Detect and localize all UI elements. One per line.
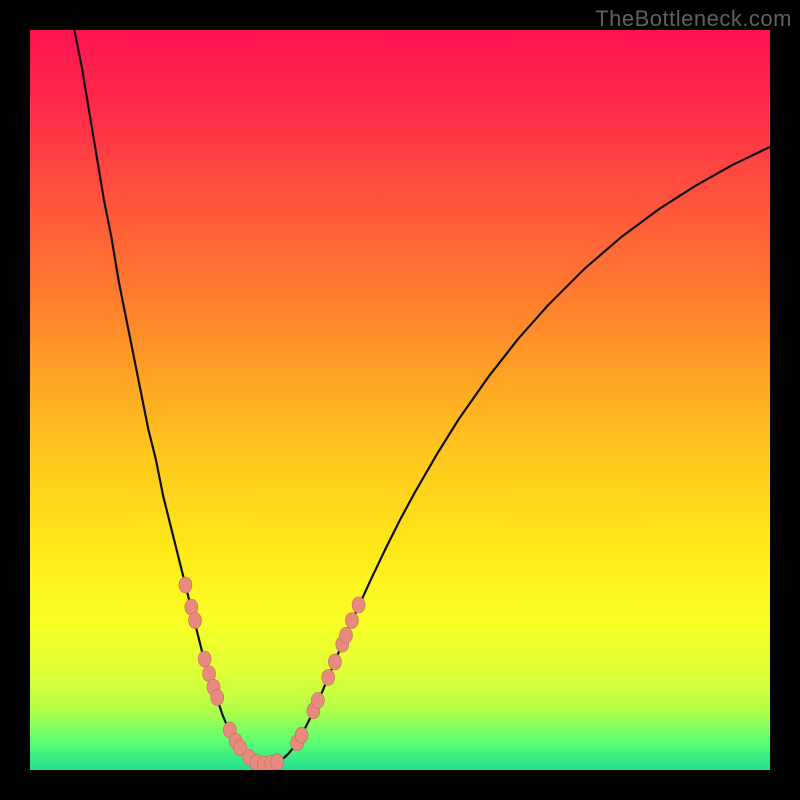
data-marker <box>179 577 192 593</box>
data-marker <box>198 651 211 667</box>
data-marker <box>311 692 324 708</box>
data-marker <box>271 754 284 770</box>
data-marker <box>339 627 352 643</box>
data-marker <box>352 597 365 613</box>
data-marker <box>322 670 335 686</box>
bottleneck-chart <box>30 30 770 770</box>
data-marker <box>211 689 224 705</box>
data-marker <box>328 654 341 670</box>
watermark-text: TheBottleneck.com <box>595 6 792 32</box>
data-marker <box>345 613 358 629</box>
data-marker <box>189 613 202 629</box>
data-marker <box>295 727 308 743</box>
chart-plot-area <box>30 30 770 770</box>
gradient-background <box>30 30 770 770</box>
